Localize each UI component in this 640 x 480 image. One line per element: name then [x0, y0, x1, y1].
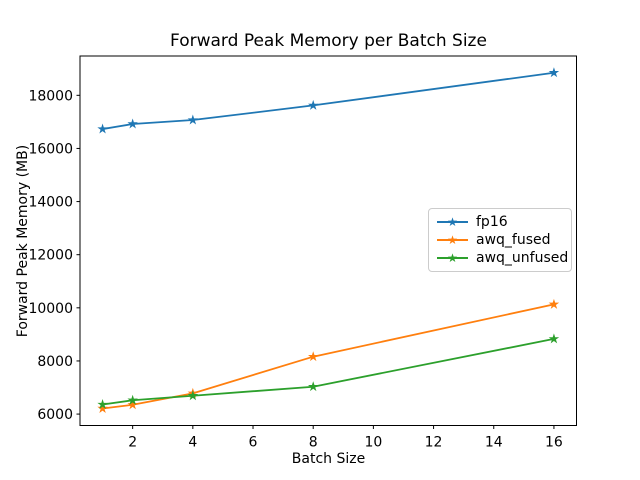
legend-line-sample: ★ — [437, 251, 468, 266]
y-tick-label: 14000 — [28, 195, 73, 211]
y-tick-label: 16000 — [28, 141, 73, 157]
legend-label: awq_fused — [476, 232, 551, 248]
legend-label: awq_unfused — [476, 250, 569, 266]
data-point-awq_fused — [97, 403, 108, 413]
data-point-awq_unfused — [548, 333, 560, 344]
star-marker-icon: ★ — [447, 250, 458, 265]
series-line-fp16 — [101, 71, 555, 130]
legend-line-sample: ★ — [437, 233, 468, 248]
legend-line — [437, 239, 468, 241]
axes-frame — [79, 55, 577, 426]
series-line-awq_unfused — [101, 337, 555, 406]
legend-line-sample: ★ — [437, 215, 468, 230]
x-tick-label: 4 — [188, 435, 197, 451]
y-tick-label: 12000 — [28, 248, 73, 264]
data-point-fp16 — [307, 99, 319, 110]
x-tick-label: 6 — [249, 435, 258, 451]
x-axis-ticks: 2 4 6 8 10 12 14 16 — [128, 425, 563, 451]
star-marker-icon: ★ — [447, 232, 458, 247]
legend-item-fp16: ★ fp16 — [437, 213, 563, 231]
y-tick-label: 8000 — [37, 354, 73, 370]
series-line-awq_fused — [101, 303, 555, 410]
x-tick-label: 16 — [545, 435, 563, 451]
x-tick-label: 2 — [128, 435, 137, 451]
data-point-awq_fused — [307, 351, 319, 362]
x-axis-label: Batch Size — [291, 451, 366, 467]
y-tick-label: 18000 — [28, 88, 73, 104]
x-tick-label: 14 — [485, 435, 503, 451]
series-awq_fused — [97, 298, 560, 413]
legend-label: fp16 — [476, 214, 508, 230]
data-point-awq_unfused — [97, 399, 108, 409]
data-point-awq_fused — [127, 399, 138, 410]
x-tick-label: 8 — [309, 435, 318, 451]
x-tick-label: 10 — [364, 435, 382, 451]
legend-item-awq_fused: ★ awq_fused — [437, 231, 563, 249]
legend-line — [437, 221, 468, 223]
series-awq_unfused — [97, 333, 560, 409]
data-point-awq_fused — [548, 298, 560, 309]
chart-title: Forward Peak Memory per Batch Size — [170, 31, 487, 51]
legend: ★ fp16 ★ awq_fused ★ awq_unfused — [428, 208, 572, 272]
data-point-awq_unfused — [307, 381, 319, 392]
data-point-fp16 — [127, 118, 138, 129]
star-marker-icon: ★ — [447, 214, 458, 229]
data-point-awq_unfused — [187, 390, 199, 401]
y-axis-ticks: 6000 8000 10000 12000 14000 16000 18000 — [28, 88, 80, 423]
legend-item-awq_unfused: ★ awq_unfused — [437, 249, 568, 267]
data-point-fp16 — [548, 67, 560, 78]
data-point-fp16 — [187, 114, 199, 125]
x-tick-label: 12 — [425, 435, 443, 451]
y-axis-label: Forward Peak Memory (MB) — [15, 144, 31, 338]
legend-line — [437, 257, 468, 259]
data-point-awq_unfused — [127, 394, 138, 405]
y-tick-label: 6000 — [37, 407, 73, 423]
series-fp16 — [97, 67, 560, 134]
y-tick-label: 10000 — [28, 301, 73, 317]
data-point-fp16 — [97, 123, 108, 134]
